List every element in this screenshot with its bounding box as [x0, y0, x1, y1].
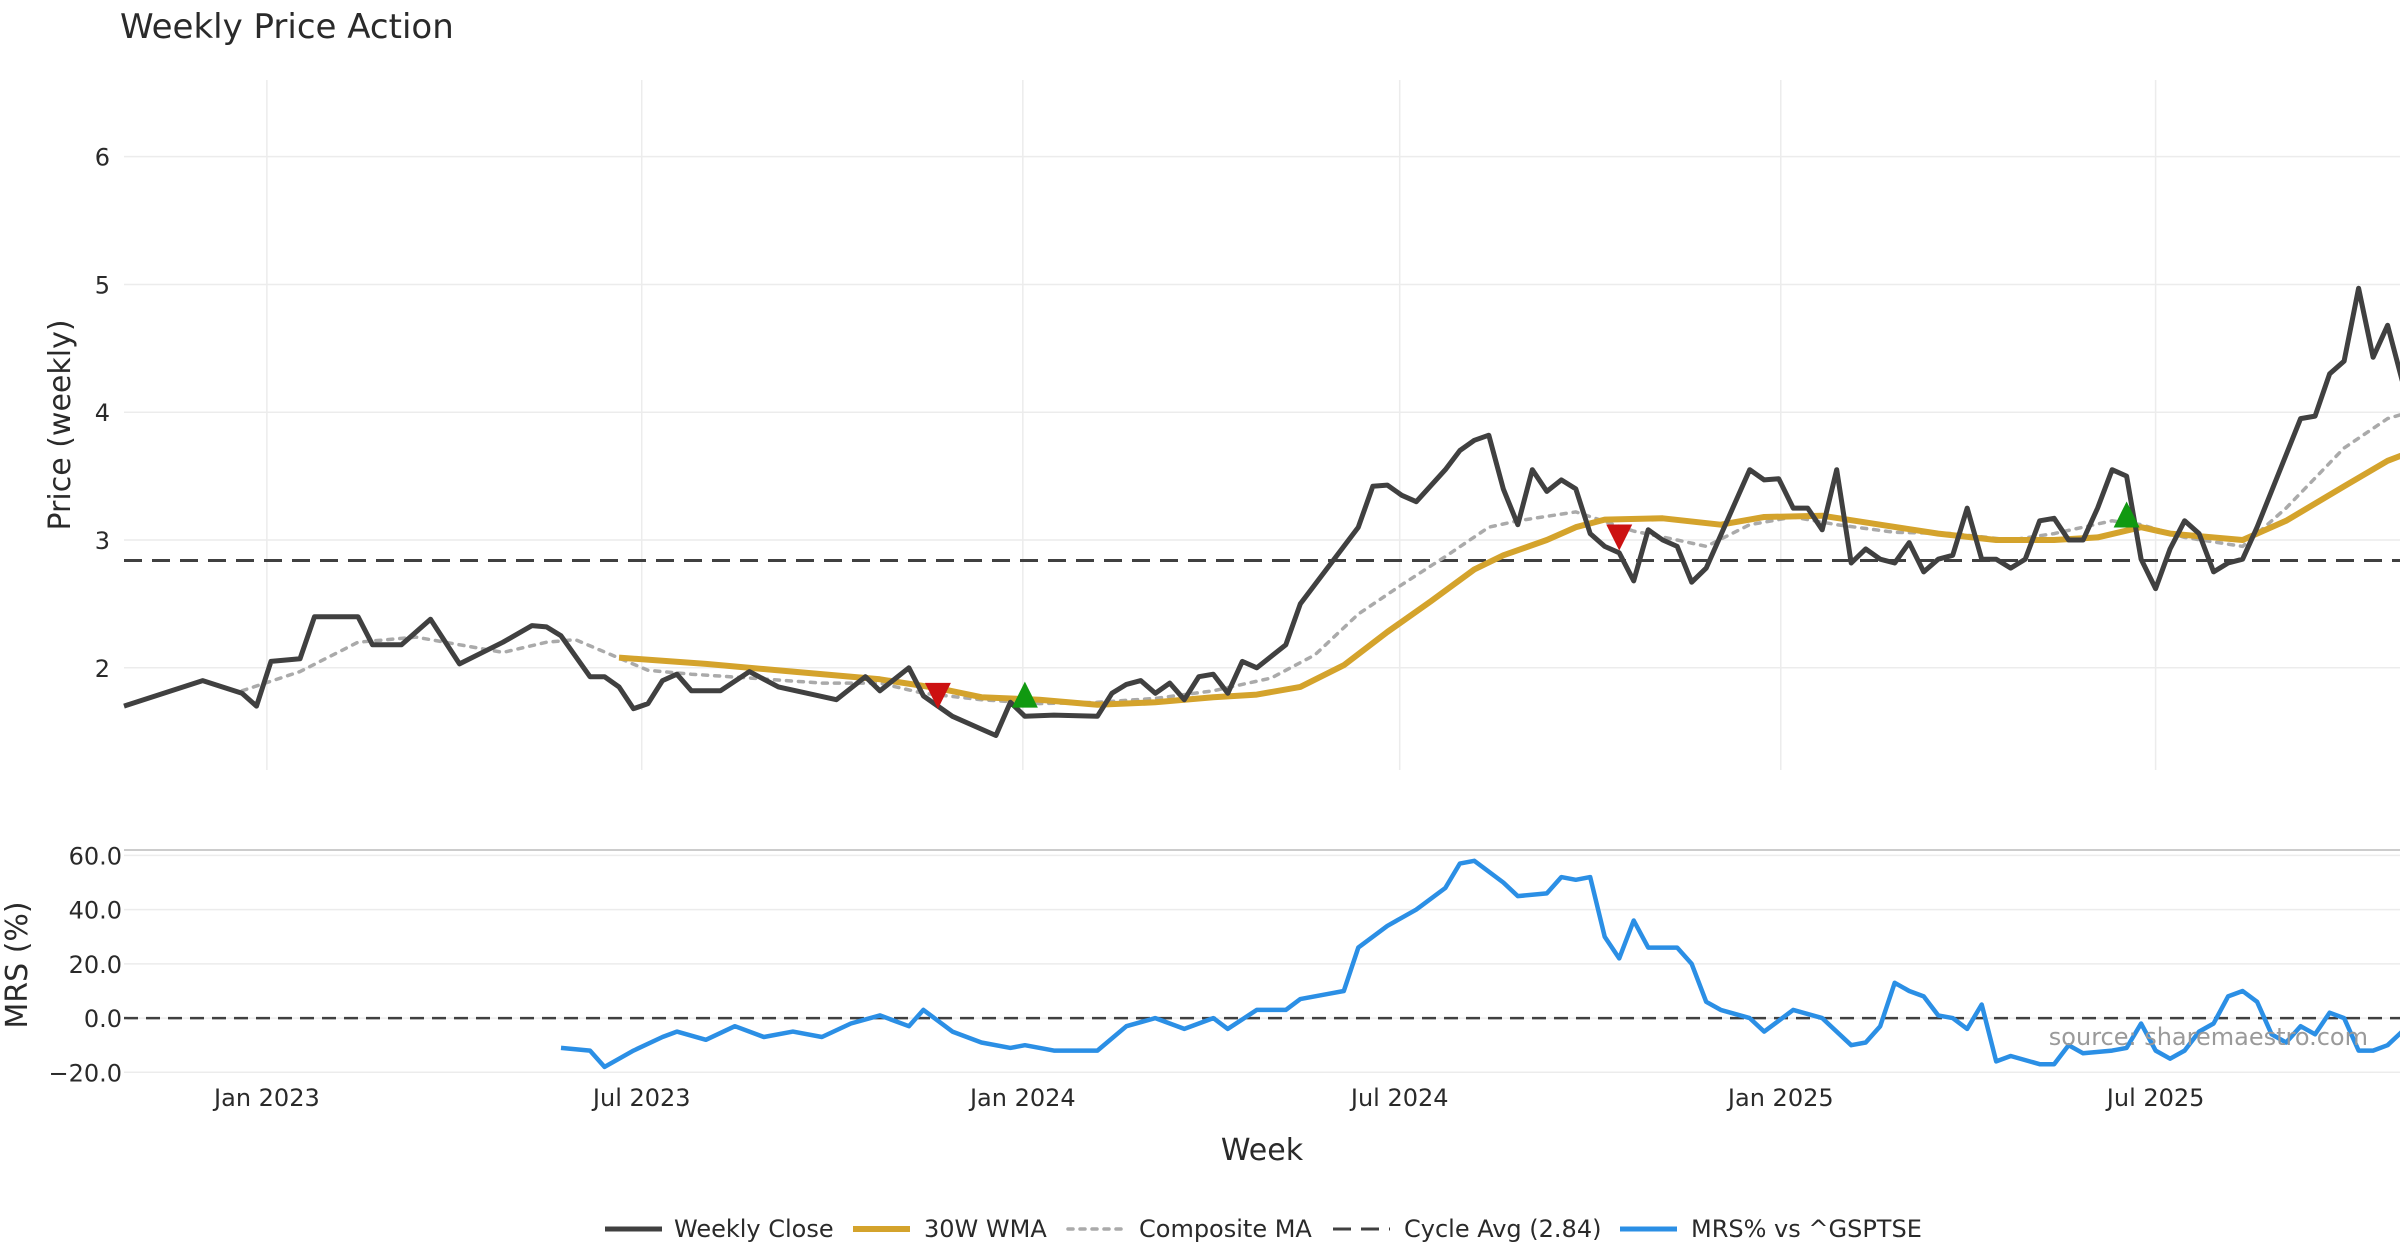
legend-label-composite: Composite MA [1139, 1215, 1312, 1243]
x-tick-label: Jan 2025 [1726, 1084, 1834, 1112]
x-tick-label: Jul 2024 [1349, 1084, 1449, 1112]
wma-30w-line [618, 452, 2400, 708]
x-axis-ticks: Jan 2023 Jul 2023 Jan 2024 Jul 2024 Jan 2025… [212, 1084, 2204, 1112]
mrs-line [560, 858, 2400, 1070]
legend-label-mrs: MRS% vs ^GSPTSE [1691, 1215, 1922, 1243]
x-tick-label: Jan 2023 [212, 1084, 320, 1112]
legend: Weekly Close 30W WMA Composite MA Cycle … [605, 1215, 1922, 1243]
weekly-close-line [123, 285, 2400, 738]
mrs-y-tick-label: 60.0 [69, 842, 122, 870]
mrs-y-ticks: 60.0 40.0 20.0 0.0 −20.0 [48, 842, 122, 1087]
sell-signal-marker [1606, 524, 1633, 551]
x-tick-label: Jan 2024 [968, 1084, 1076, 1112]
price-y-tick-label: 3 [95, 527, 110, 555]
mrs-y-axis-label: MRS (%) [0, 901, 35, 1028]
price-y-ticks: 2 3 4 5 6 [95, 144, 110, 683]
sell-signal-marker [924, 682, 951, 709]
chart-title: Weekly Price Action [120, 7, 454, 47]
mrs-y-tick-label: 0.0 [84, 1005, 122, 1033]
mrs-y-tick-label: 20.0 [69, 951, 122, 979]
price-y-tick-label: 2 [95, 655, 110, 683]
legend-label-close: Weekly Close [674, 1215, 834, 1243]
price-y-tick-label: 6 [95, 144, 110, 172]
price-y-axis-label: Price (weekly) [43, 319, 78, 530]
price-y-tick-label: 5 [95, 271, 110, 299]
legend-label-cycle: Cycle Avg (2.84) [1404, 1215, 1601, 1243]
mrs-y-tick-label: −20.0 [48, 1059, 122, 1087]
mrs-y-tick-label: 40.0 [69, 897, 122, 925]
buy-signal-marker [1011, 681, 1038, 708]
price-y-tick-label: 4 [95, 399, 110, 427]
buy-signal-marker [2113, 501, 2140, 528]
source-note: source: sharemaestro.com [2049, 1023, 2368, 1051]
x-tick-label: Jul 2025 [2105, 1084, 2205, 1112]
legend-label-wma: 30W WMA [924, 1215, 1047, 1243]
price-gridlines [124, 80, 2400, 770]
x-axis-label: Week [1221, 1133, 1304, 1168]
x-tick-label: Jul 2023 [591, 1084, 691, 1112]
signal-markers [924, 501, 2140, 709]
